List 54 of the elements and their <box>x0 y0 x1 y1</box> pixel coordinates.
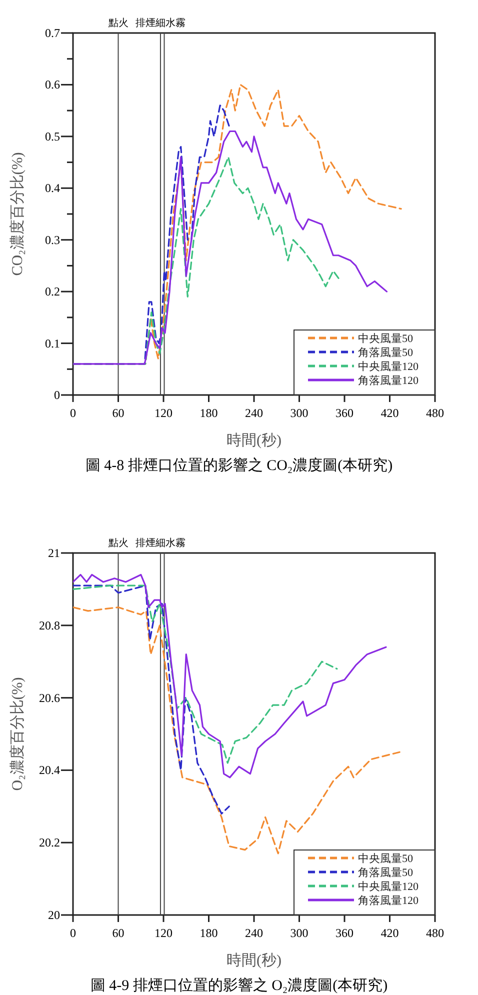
legend-label: 角落風量120 <box>358 894 419 907</box>
x-axis-title: 時間(秒) <box>226 952 282 969</box>
ref-line-label: 點火 <box>107 17 128 29</box>
x-tick-label: 120 <box>154 926 172 940</box>
legend-label: 中央風量50 <box>358 332 414 345</box>
y-axis-title: CO₂濃度百分比(%) <box>9 152 26 276</box>
legend-label: 中央風量120 <box>358 360 419 373</box>
ref-line-label: 排煙細水霧 <box>135 17 186 29</box>
x-tick-label: 0 <box>70 406 76 420</box>
x-axis-title: 時間(秒) <box>226 432 282 449</box>
line-series <box>73 584 338 764</box>
legend-label: 角落風量120 <box>358 374 419 387</box>
x-tick-label: 240 <box>245 926 263 940</box>
x-tick-label: 480 <box>426 926 444 940</box>
line-series <box>73 584 230 814</box>
legend-label: 角落風量50 <box>358 346 414 359</box>
y-tick-label: 20 <box>48 908 60 922</box>
x-tick-label: 360 <box>336 926 354 940</box>
y-axis-title: O₂濃度百分比(%) <box>9 677 26 791</box>
x-tick-label: 420 <box>380 926 399 940</box>
x-tick-label: 300 <box>290 926 308 940</box>
y-tick-label: 0.4 <box>45 181 60 196</box>
caption: 圖 4-9 排煙口位置的影響之 O₂濃度圖(本研究) <box>90 977 388 994</box>
x-tick-label: 420 <box>380 406 399 420</box>
y-tick-label: 0.5 <box>45 129 60 144</box>
x-tick-label: 60 <box>112 926 124 940</box>
legend-label: 中央風量50 <box>358 852 414 865</box>
x-tick-label: 180 <box>200 926 218 940</box>
y-tick-label: 20.8 <box>39 618 60 632</box>
caption: 圖 4-8 排煙口位置的影響之 CO₂濃度圖(本研究) <box>85 457 393 474</box>
x-tick-label: 360 <box>336 406 354 420</box>
y-tick-label: 0.2 <box>45 284 60 299</box>
y-tick-label: 0.3 <box>45 232 60 247</box>
legend-label: 中央風量120 <box>358 880 419 893</box>
x-tick-label: 240 <box>245 406 263 420</box>
y-tick-label: 0.7 <box>45 26 60 40</box>
x-tick-label: 120 <box>154 406 172 420</box>
x-tick-label: 60 <box>112 406 124 420</box>
x-tick-label: 180 <box>200 406 218 420</box>
line-series <box>73 606 400 854</box>
y-tick-label: 20.2 <box>39 836 60 850</box>
ref-line-label: 點火 <box>107 537 128 549</box>
y-tick-label: 20.6 <box>39 690 60 705</box>
y-tick-label: 21 <box>48 546 60 560</box>
x-tick-label: 0 <box>70 926 76 940</box>
y-tick-label: 0.6 <box>45 78 60 92</box>
x-tick-label: 480 <box>426 406 444 420</box>
ref-line-label: 排煙細水霧 <box>135 537 186 549</box>
y-tick-label: 0.1 <box>45 336 60 350</box>
line-series <box>73 574 387 778</box>
legend-label: 角落風量50 <box>358 866 414 879</box>
x-tick-label: 300 <box>290 406 308 420</box>
y-tick-label: 20.4 <box>39 763 60 778</box>
y-tick-label: 0 <box>54 388 60 402</box>
